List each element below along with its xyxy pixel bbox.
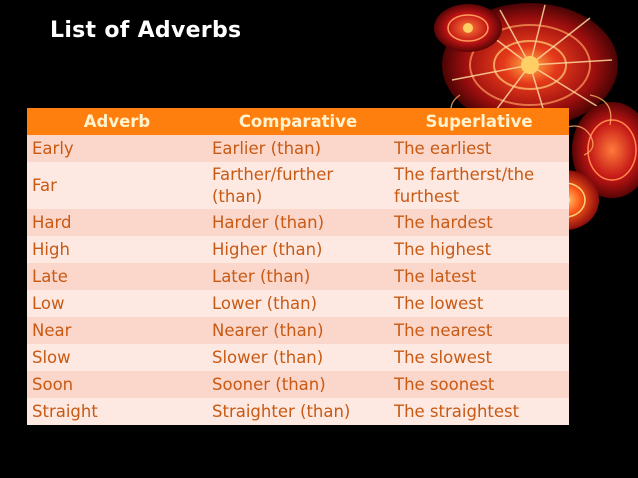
table-row: Early Earlier (than) The earliest — [27, 135, 569, 162]
cell-comparative: Slower (than) — [207, 344, 389, 371]
cell-comparative: Sooner (than) — [207, 371, 389, 398]
cell-comparative: Harder (than) — [207, 209, 389, 236]
cell-superlative: The lowest — [389, 290, 569, 317]
table-row: Far Farther/further (than) The fartherst… — [27, 162, 569, 209]
cell-comparative: Higher (than) — [207, 236, 389, 263]
cell-comparative: Nearer (than) — [207, 317, 389, 344]
flower-small-icon — [434, 4, 502, 52]
adverbs-table: Adverb Comparative Superlative Early Ear… — [27, 108, 569, 425]
table-header-row: Adverb Comparative Superlative — [27, 108, 569, 135]
table-row: Near Nearer (than) The nearest — [27, 317, 569, 344]
cell-comparative: Earlier (than) — [207, 135, 389, 162]
cell-adverb: Hard — [27, 209, 207, 236]
table-row: Slow Slower (than) The slowest — [27, 344, 569, 371]
cell-adverb: Early — [27, 135, 207, 162]
cell-superlative: The soonest — [389, 371, 569, 398]
cell-superlative: The straightest — [389, 398, 569, 425]
cell-superlative: The hardest — [389, 209, 569, 236]
cell-superlative: The latest — [389, 263, 569, 290]
table-row: Soon Sooner (than) The soonest — [27, 371, 569, 398]
cell-adverb: High — [27, 236, 207, 263]
header-superlative: Superlative — [389, 108, 569, 135]
header-adverb: Adverb — [27, 108, 207, 135]
header-comparative: Comparative — [207, 108, 389, 135]
table-row: Low Lower (than) The lowest — [27, 290, 569, 317]
cell-comparative: Straighter (than) — [207, 398, 389, 425]
slide-title: List of Adverbs — [50, 18, 242, 43]
cell-comparative: Later (than) — [207, 263, 389, 290]
cell-superlative: The slowest — [389, 344, 569, 371]
cell-adverb: Straight — [27, 398, 207, 425]
cell-adverb: Soon — [27, 371, 207, 398]
cell-adverb: Far — [27, 162, 207, 209]
cell-superlative: The earliest — [389, 135, 569, 162]
cell-adverb: Late — [27, 263, 207, 290]
table-row: Hard Harder (than) The hardest — [27, 209, 569, 236]
table-row: Late Later (than) The latest — [27, 263, 569, 290]
table-row: High Higher (than) The highest — [27, 236, 569, 263]
cell-superlative: The fartherst/the furthest — [389, 162, 569, 209]
cell-superlative: The nearest — [389, 317, 569, 344]
cell-comparative: Farther/further (than) — [207, 162, 389, 209]
cell-comparative: Lower (than) — [207, 290, 389, 317]
cell-adverb: Slow — [27, 344, 207, 371]
flower-right-icon — [572, 102, 638, 198]
cell-adverb: Low — [27, 290, 207, 317]
cell-superlative: The highest — [389, 236, 569, 263]
cell-adverb: Near — [27, 317, 207, 344]
table-row: Straight Straighter (than) The straighte… — [27, 398, 569, 425]
